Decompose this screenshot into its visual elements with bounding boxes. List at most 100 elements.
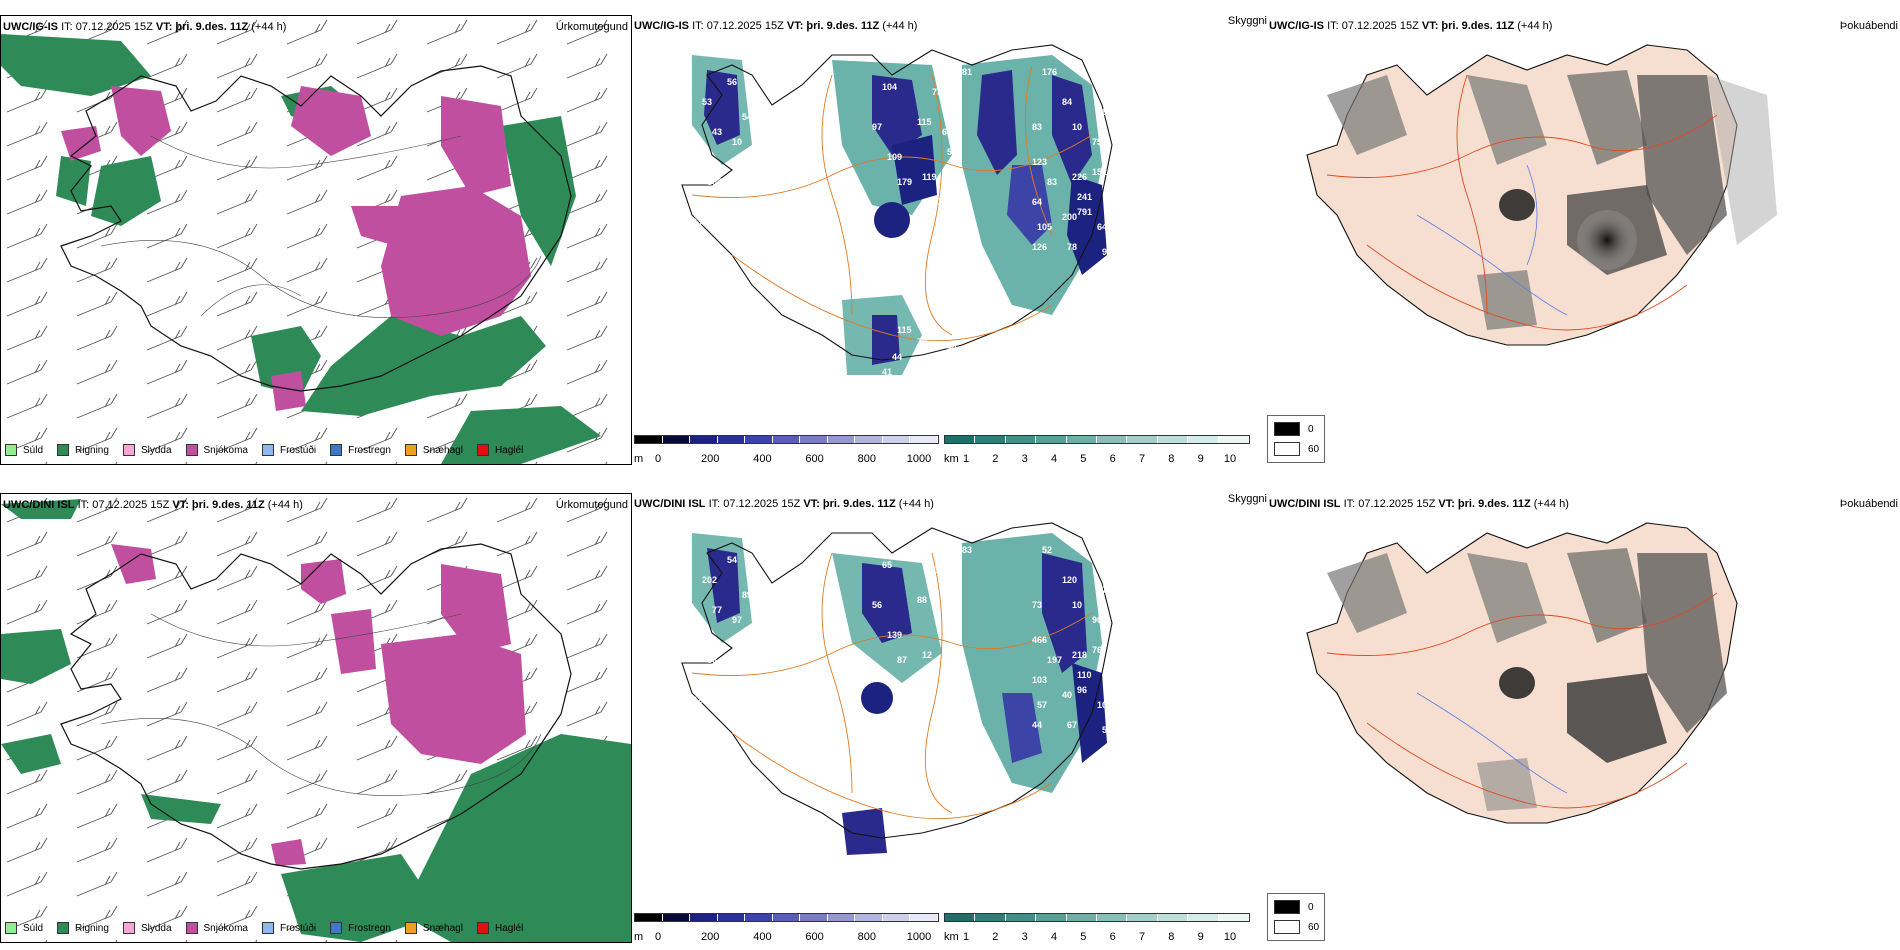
visibility-colorbar: km 1 2 3 4 5 6 7 8 9 10 <box>944 913 1250 943</box>
precip-legend-item: Frostúði <box>261 922 317 934</box>
init-time: IT: 07.12.2025 15Z <box>61 21 153 33</box>
init-time: IT: 07.12.2025 15Z <box>1343 498 1436 510</box>
precip-type-panel: UWC/DINI ISL IT: 07.12.2025 15Z VT: þri.… <box>0 493 632 943</box>
ceiling-value-label: 55 <box>1087 287 1097 297</box>
legend-label: Súld <box>23 922 44 934</box>
precip-type-panel: UWC/IG-IS IT: 07.12.2025 15Z VT: þri. 9.… <box>0 15 632 465</box>
ceiling-value-label: 64 <box>1097 222 1107 232</box>
colorbar-tick-label: 200 <box>701 453 720 465</box>
colorbar-segment <box>1097 436 1128 443</box>
fog-shading <box>1327 548 1727 811</box>
colorbar-tick-label: 6 <box>1109 931 1116 943</box>
valid-time-label: VT: <box>1421 20 1439 32</box>
colorbar-tick-label: 2 <box>992 453 999 465</box>
colorbar-segment <box>1066 436 1098 443</box>
init-time: IT: 07.12.2025 15Z <box>692 20 784 32</box>
colorbar-segment <box>800 914 828 921</box>
legend-label: Frostúði <box>279 922 317 934</box>
ceiling-value-label: 109 <box>887 152 902 162</box>
ceiling-value-label: 49 <box>1122 127 1132 137</box>
precip-type-map <box>1 16 631 464</box>
colorbar-segment <box>855 436 883 443</box>
ceiling-value-label: 44 <box>1032 720 1042 730</box>
colorbar-unit: m <box>634 453 644 465</box>
ceiling-value-label: 64 <box>1032 197 1042 207</box>
ceiling-value-labels: 53 56 54 43 10 12 305 339 104 73 97 115 63 54 109 179 11… <box>692 67 1137 392</box>
ceiling-value-label: 62 <box>692 695 702 705</box>
ceiling-value-label: 104 <box>882 82 897 92</box>
precip-type-map <box>1 494 631 942</box>
colorbar-segment <box>772 436 801 443</box>
ceiling-value-label: 40 <box>1107 282 1117 292</box>
colorbar-strip <box>944 435 1250 444</box>
colorbar-tick-label: 5 <box>1080 931 1087 943</box>
snow-areas <box>111 544 526 866</box>
iceland-coastline <box>60 65 572 392</box>
legend-label: Snjókoma <box>203 444 248 456</box>
ceiling-value-label: 125 <box>1122 267 1137 277</box>
colorbar-tick-label: 2 <box>992 931 999 943</box>
ceiling-value-label: 185 <box>942 605 957 615</box>
colorbar-tick-label: 1 <box>962 931 970 943</box>
model-name: UWC/IG-IS <box>3 21 58 33</box>
ceiling-value-label: 54 <box>742 112 752 122</box>
ceiling-value-label: 200 <box>1062 212 1077 222</box>
ceiling-value-label: 305 <box>707 177 722 187</box>
panel-title: Úrkomutegund <box>555 499 628 511</box>
roads <box>100 135 542 318</box>
ceiling-value-label: 12 <box>922 650 932 660</box>
colorbar-tick-label: 0 <box>654 453 662 465</box>
legend-label: 0 <box>1308 423 1314 435</box>
ceiling-value-label: 54 <box>947 147 957 157</box>
ceiling-value-label: 77 <box>712 605 722 615</box>
roads <box>100 613 542 796</box>
ceiling-value-label: 195 <box>1122 605 1137 615</box>
colorbar-segment <box>1188 436 1219 443</box>
panel-header: UWC/DINI ISL IT: 07.12.2025 15Z VT: þri.… <box>634 498 934 510</box>
valid-time-label: VT: <box>155 21 173 33</box>
ceiling-value-label: 105 <box>1097 700 1112 710</box>
colorbar-segment <box>1066 914 1098 921</box>
ceiling-value-label: 139 <box>887 630 902 640</box>
colorbar-tick-label: 5 <box>1080 453 1087 465</box>
ceiling-value-label: 123 <box>947 625 962 635</box>
ceiling-value-label: 83 <box>962 545 972 555</box>
precip-legend-item: Snjókoma <box>185 444 248 456</box>
lead-time: (+44 h) <box>898 498 934 510</box>
colorbar-strip <box>634 435 939 444</box>
panel-title: Skyggni <box>1227 493 1267 505</box>
precip-legend-item: Frostúði <box>261 444 316 456</box>
ceiling-value-label: 87 <box>897 655 907 665</box>
precip-legend-item: Rigning <box>57 922 109 934</box>
ceiling-value-label: 123 <box>1032 157 1047 167</box>
ceiling-value-label: 466 <box>1032 635 1047 645</box>
valid-time: þri. 9.des. 11Z <box>1441 20 1515 32</box>
colorbar-segment <box>1127 914 1158 921</box>
init-time: IT: 07.12.2025 15Z <box>1327 20 1419 32</box>
legend-swatch <box>1274 422 1300 436</box>
valid-time-label: VT: <box>172 499 189 511</box>
colorbar-tick-label: 3 <box>1021 931 1028 943</box>
colorbar-tick-label: 1 <box>962 453 970 465</box>
iceland-coastline <box>60 543 572 870</box>
colorbar-segment <box>1036 436 1067 443</box>
ceiling-value-label: 66 <box>707 655 717 665</box>
legend-swatch <box>57 922 70 934</box>
lead-time: (+44 h) <box>1517 20 1553 32</box>
fog-index-map <box>1306 44 1777 346</box>
roads <box>1326 74 1718 331</box>
legend-label: 60 <box>1308 443 1320 455</box>
colorbar-segment <box>772 914 801 921</box>
ceiling-value-label: 52 <box>1042 545 1052 555</box>
ceiling-value-label: 197 <box>1047 655 1062 665</box>
ceiling-value-label: 791 <box>1077 207 1092 217</box>
ceiling-value-label: 67 <box>1067 720 1077 730</box>
panel-header: UWC/IG-IS IT: 07.12.2025 15Z VT: þri. 9.… <box>634 20 917 32</box>
ceiling-value-label: 115 <box>897 325 912 335</box>
precip-legend-item: Frostregn <box>330 444 391 456</box>
ceiling-value-labels: 202 54 89 77 97 89 66 62 65 104 56 88 185 123 139 87 12 8… <box>692 545 1137 815</box>
init-time: IT: 07.12.2025 15Z <box>708 498 801 510</box>
colorbar-tick-label: 9 <box>1197 453 1204 465</box>
colorbar-segment <box>1218 914 1250 921</box>
colorbar-segment <box>690 436 718 443</box>
